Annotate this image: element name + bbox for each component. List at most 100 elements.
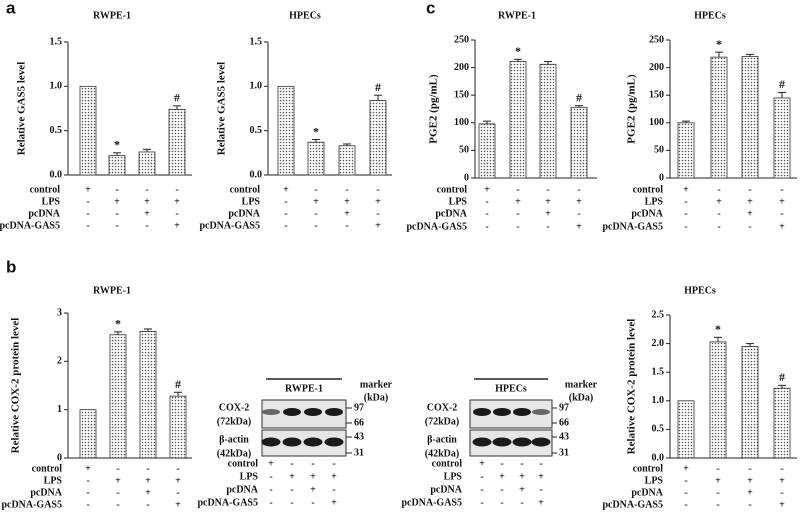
condition-sign: - <box>86 208 89 219</box>
y-tick-label: 2.5 <box>652 309 665 320</box>
band-label: β-actin <box>219 434 249 445</box>
condition-sign: + <box>499 471 505 482</box>
panel-label: a <box>6 0 16 17</box>
condition-sign: + <box>779 221 785 232</box>
marker-value: 97 <box>354 402 364 413</box>
y-tick-label: 100 <box>649 117 664 128</box>
marker-value: 66 <box>354 417 364 428</box>
band-label: COX-2 <box>219 402 250 413</box>
condition-sign: + <box>715 475 721 486</box>
condition-sign: - <box>717 184 720 195</box>
condition-sign: + <box>538 497 544 508</box>
y-tick-label: 0.0 <box>250 169 263 180</box>
y-tick-label: 50 <box>654 145 664 156</box>
y-axis-label: Relative GAS5 level <box>216 62 228 155</box>
condition-sign: - <box>780 463 783 474</box>
condition-sign: + <box>576 196 582 207</box>
condition-sign: - <box>748 463 751 474</box>
condition-sign: + <box>519 471 525 482</box>
condition-sign: - <box>86 487 89 498</box>
condition-sign: - <box>345 220 348 231</box>
bar <box>539 63 557 179</box>
chart-title: RWPE-1 <box>93 285 131 296</box>
condition-label: pcDNA-GAS5 <box>401 497 462 508</box>
bar <box>570 106 588 179</box>
condition-sign: + <box>175 499 181 510</box>
bar <box>509 61 527 179</box>
y-tick-label: 0.5 <box>50 125 63 136</box>
condition-label: control <box>633 463 664 474</box>
condition-sign: - <box>748 499 751 510</box>
marker-value: 66 <box>559 417 569 428</box>
condition-sign: + <box>716 196 722 207</box>
condition-sign: + <box>519 484 525 495</box>
condition-sign: + <box>484 184 490 195</box>
y-tick-label: 3 <box>57 307 62 318</box>
condition-sign: - <box>520 458 523 469</box>
bar <box>168 108 186 176</box>
y-axis-label: PGE2 (pg/mL) <box>626 74 638 144</box>
condition-label: control <box>228 458 259 469</box>
bar <box>710 56 728 179</box>
significance-mark: # <box>779 77 785 91</box>
panel-label: c <box>426 0 435 17</box>
condition-sign: - <box>485 221 488 232</box>
condition-sign: + <box>683 184 689 195</box>
band-label: (42kDa) <box>217 448 251 459</box>
bar <box>139 330 157 459</box>
significance-mark: * <box>515 44 521 58</box>
bar <box>79 409 97 459</box>
condition-sign: - <box>780 208 783 219</box>
y-axis-label: Relative COX-2 protein level <box>626 319 638 455</box>
blot-band <box>531 437 551 447</box>
panel-label: b <box>6 257 16 276</box>
condition-sign: - <box>577 184 580 195</box>
condition-sign: - <box>290 497 293 508</box>
condition-sign: - <box>516 221 519 232</box>
blot-band <box>303 437 323 447</box>
y-tick-label: 1.5 <box>50 36 63 47</box>
condition-sign: + <box>515 196 521 207</box>
condition-sign: - <box>314 220 317 231</box>
marker-value: 31 <box>354 447 364 458</box>
condition-sign: - <box>684 221 687 232</box>
y-axis-label: PGE2 (pg/mL) <box>428 74 440 144</box>
condition-label: LPS <box>44 475 63 486</box>
condition-sign: - <box>176 463 179 474</box>
condition-sign: + <box>545 196 551 207</box>
blot-band <box>262 409 280 415</box>
y-tick-label: 150 <box>454 89 469 100</box>
marker-title: (kDa) <box>569 392 593 403</box>
condition-label: control <box>230 184 261 195</box>
condition-sign: - <box>175 184 178 195</box>
bar <box>169 395 187 459</box>
y-tick-label: 0.5 <box>652 424 665 435</box>
condition-sign: - <box>115 208 118 219</box>
significance-mark: # <box>576 90 582 104</box>
condition-sign: - <box>516 208 519 219</box>
condition-label: control <box>432 458 463 469</box>
blot-band <box>512 437 532 447</box>
condition-sign: + <box>545 208 551 219</box>
condition-label: pcDNA-GAS5 <box>1 499 62 510</box>
blot-band <box>532 409 550 415</box>
marker-value: 31 <box>559 447 569 458</box>
condition-sign: + <box>289 471 295 482</box>
condition-sign: - <box>146 499 149 510</box>
bar <box>677 400 695 459</box>
condition-sign: - <box>717 221 720 232</box>
y-axis-label: Relative COX-2 protein level <box>10 318 22 454</box>
condition-label: LPS <box>240 471 259 482</box>
bar <box>773 387 791 459</box>
condition-sign: + <box>331 497 337 508</box>
condition-sign: - <box>284 196 287 207</box>
condition-label: pcDNA <box>228 208 260 219</box>
condition-sign: + <box>344 208 350 219</box>
condition-label: control <box>30 184 61 195</box>
condition-sign: + <box>174 220 180 231</box>
condition-sign: + <box>747 196 753 207</box>
condition-sign: - <box>546 184 549 195</box>
condition-sign: - <box>480 471 483 482</box>
y-tick-label: 250 <box>649 34 664 45</box>
marker-value: 43 <box>559 431 569 442</box>
